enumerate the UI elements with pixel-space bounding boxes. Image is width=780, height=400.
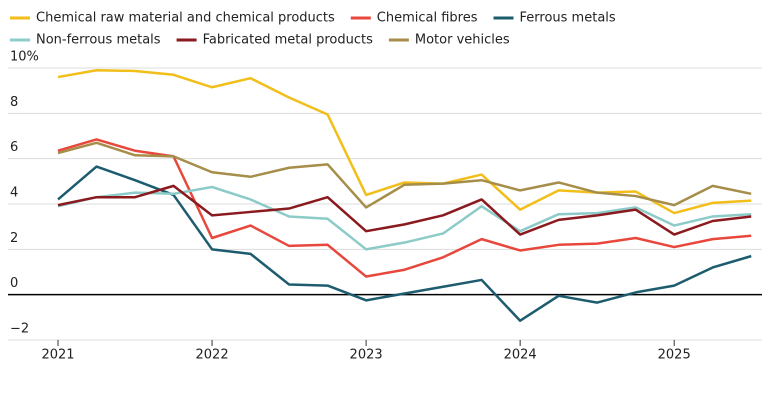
y-tick-label: −2	[10, 322, 29, 337]
x-tick-label: 2021	[41, 348, 74, 363]
y-tick-label: 8	[10, 95, 18, 110]
legend-label: Chemical fibres	[377, 11, 478, 26]
x-tick-label: 2025	[658, 348, 691, 363]
legend-label: Non-ferrous metals	[36, 33, 161, 48]
legend-label: Ferrous metals	[520, 11, 616, 26]
y-tick-label: 0	[10, 276, 18, 291]
y-tick-label: 4	[10, 186, 18, 201]
series-line	[57, 184, 752, 236]
series-line	[57, 141, 752, 209]
series-line	[57, 185, 752, 251]
legend-label: Fabricated metal products	[203, 33, 374, 48]
y-tick-label: 6	[10, 140, 18, 155]
series-line	[57, 138, 752, 278]
y-tick-label: 2	[10, 231, 18, 246]
x-tick-label: 2022	[196, 348, 229, 363]
x-tick-label: 2024	[504, 348, 537, 363]
series-line	[57, 69, 752, 215]
legend-label: Motor vehicles	[415, 33, 510, 48]
x-tick-label: 2023	[350, 348, 383, 363]
legend-label: Chemical raw material and chemical produ…	[36, 11, 335, 26]
y-tick-label: 10%	[10, 50, 39, 65]
